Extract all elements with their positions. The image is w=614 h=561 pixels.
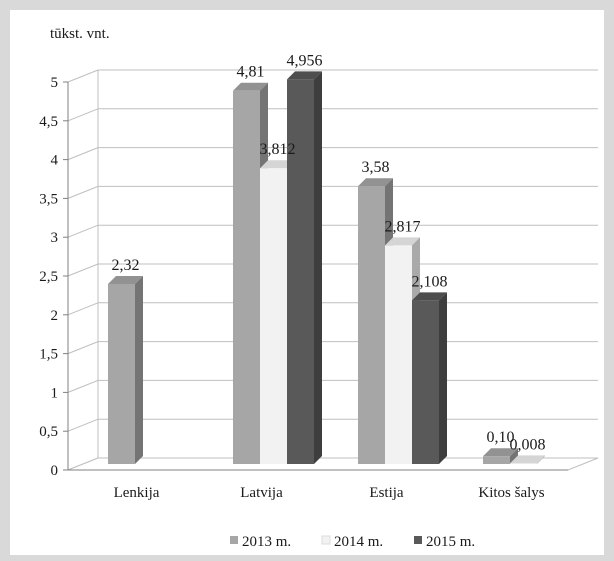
y-tick-label: 2,5: [39, 269, 58, 285]
x-tick-label: Lenkija: [114, 485, 160, 501]
bar-front: [287, 79, 314, 464]
bar-front: [358, 186, 385, 464]
gridline-diag: [67, 185, 99, 199]
legend: 2013 m. 2014 m. 2015 m.: [230, 534, 475, 550]
x-tick-label: Kitos šalys: [478, 485, 544, 501]
y-tick-label: 1,5: [39, 347, 58, 363]
bar-front: [412, 300, 439, 464]
gridline-diag: [67, 302, 99, 316]
gridlines: [67, 69, 599, 471]
gridline-diag: [67, 224, 99, 238]
bar-side: [537, 455, 545, 464]
bar-top: [358, 178, 393, 187]
y-tick-label: 0,5: [39, 424, 58, 440]
chart-frame: 0 0,5 1 1,5 2 2,5 3 3,5 4 4,5 5 Lenkija Latvija Estij…: [10, 10, 604, 555]
bar-chart: 0 0,5 1 1,5 2 2,5 3 3,5 4 4,5 5 Lenkija Latvija Estij…: [39, 26, 599, 550]
bar: [287, 71, 322, 464]
y-tick-label: 3,5: [39, 191, 58, 207]
data-label: 0,008: [510, 436, 546, 453]
bar-side: [314, 71, 322, 464]
legend-swatch: [414, 536, 422, 544]
bar-top: [510, 455, 545, 464]
bar-top: [287, 71, 322, 80]
legend-swatch: [321, 535, 331, 545]
legend-item: 2013 m.: [230, 534, 291, 550]
y-tick-label: 2: [51, 308, 59, 324]
bar-side: [135, 275, 143, 464]
data-label: 2,32: [112, 257, 140, 274]
y-tick-label: 3: [51, 230, 59, 246]
bar-side: [510, 448, 518, 464]
bar-top: [412, 292, 447, 301]
bar-front: [510, 463, 537, 464]
legend-item: 2014 m.: [321, 534, 383, 550]
bar-top: [260, 160, 295, 169]
bar-top: [385, 237, 420, 246]
x-tick-label: Estija: [369, 485, 404, 501]
data-label: 3,812: [260, 141, 296, 158]
bar-front: [483, 456, 510, 464]
y-tick-label: 4: [51, 153, 59, 169]
gridline-diag: [67, 379, 99, 393]
legend-label: 2015 m.: [426, 534, 475, 550]
gridline-diag: [67, 147, 99, 161]
gridline-diag: [67, 418, 99, 432]
bar: [510, 455, 545, 464]
y-tick-label: 0: [51, 463, 59, 479]
data-label: 0,10: [487, 429, 515, 446]
bar: [483, 448, 518, 464]
bar-side: [439, 292, 447, 464]
legend-item: 2015 m.: [414, 534, 475, 550]
gridline-diag: [67, 341, 99, 355]
bar-top: [483, 448, 518, 457]
legend-label: 2014 m.: [334, 534, 383, 550]
legend-swatch: [230, 536, 238, 544]
bar-front: [108, 283, 135, 464]
bar: [108, 275, 143, 464]
data-labels: 2,32 4,81 3,812 4,956 3,58 2,817 2,108 0,100,00…: [112, 52, 546, 453]
axes: 0 0,5 1 1,5 2 2,5 3 3,5 4 4,5 5 Lenkija Latvija Estij…: [39, 75, 568, 501]
bar-front: [260, 168, 287, 465]
y-axis-title: tūkst. vnt.: [50, 26, 110, 42]
y-tick-label: 1: [51, 385, 59, 401]
bar: [412, 292, 447, 464]
data-label: 2,817: [385, 218, 421, 235]
bar-top: [108, 275, 143, 284]
data-label: 4,81: [237, 64, 265, 81]
x-tick-label: Latvija: [240, 485, 283, 501]
data-label: 2,108: [412, 273, 448, 290]
data-label: 3,58: [362, 159, 390, 176]
y-tick-label: 5: [51, 75, 59, 91]
legend-label: 2013 m.: [242, 534, 291, 550]
gridline-diag: [67, 108, 99, 122]
bar-front: [233, 90, 260, 464]
gridline-diag: [67, 263, 99, 277]
bars: [108, 71, 545, 465]
data-label: 4,956: [287, 52, 323, 69]
y-tick-label: 4,5: [39, 114, 58, 130]
gridline-diag: [67, 69, 99, 83]
bar-top: [233, 82, 268, 91]
bar-front: [385, 245, 412, 464]
